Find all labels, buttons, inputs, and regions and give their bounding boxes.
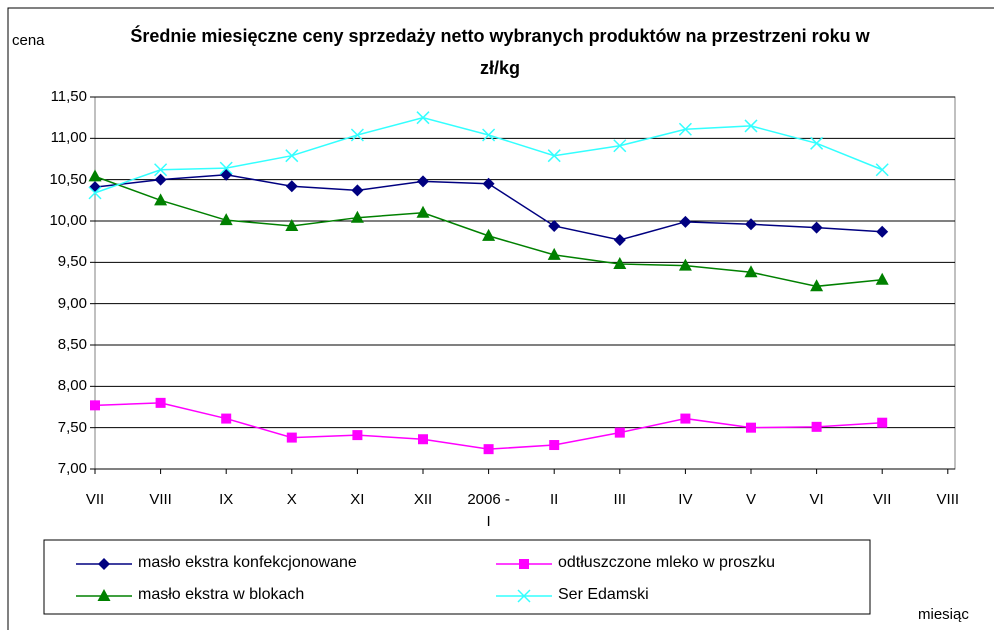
data-point [613,256,627,269]
data-point [482,177,495,190]
data-point [154,163,168,177]
plot-area [94,96,956,470]
y-tick-label: 10,50 [49,170,87,188]
data-point [417,175,429,188]
data-point [155,397,166,408]
x-axis-label: miesiąc [918,606,969,623]
data-point [744,119,758,133]
chart-title: Średnie miesięczne ceny sprzedaży netto … [130,26,870,78]
data-point [679,215,692,228]
x-tick-label: III [613,491,627,508]
y-tick-label: 8,50 [57,336,87,353]
data-point [88,169,102,182]
data-point [482,228,496,241]
data-point [351,184,364,197]
x-tick-label: VII [873,491,892,508]
data-point [352,430,363,441]
x-tick-label: VI [809,491,824,508]
data-point [678,122,692,136]
data-point [219,161,233,175]
y-tick-label: 7,50 [57,418,87,436]
legend-marker [98,558,110,570]
data-point [285,149,299,163]
data-point [483,444,494,455]
data-point [548,219,561,232]
data-point [350,210,364,223]
data-point [547,149,561,163]
data-point [745,218,757,231]
legend-label: odtłuszczone mleko w proszku [558,554,775,571]
data-point [154,193,168,206]
series-line [94,402,883,450]
data-point [746,422,756,433]
x-tick-label: II [550,491,559,508]
y-tick-label: 10,00 [49,212,87,229]
y-axis-label: cena [12,32,45,49]
legend-marker [97,589,111,601]
x-tick-label: VIII [936,491,960,508]
x-tick-label: X [286,491,297,508]
data-point [680,413,691,424]
data-point [876,225,889,238]
data-point [90,400,100,411]
data-point [285,180,298,193]
data-point [547,247,561,260]
data-point [219,213,233,226]
data-point [418,434,428,445]
y-tick-label: 11,00 [50,129,87,147]
data-point [744,265,758,278]
data-point [285,218,299,231]
legend-box [43,539,871,615]
y-tick-label: 8,00 [57,377,87,395]
legend-label: masło ekstra w blokach [138,586,305,603]
data-point [613,139,627,153]
x-tick-label: XII [413,491,433,508]
x-tick-label: IX [219,491,234,508]
data-point [875,272,889,285]
data-point [88,186,102,200]
x-tick-label: VIII [149,491,172,508]
data-point [154,173,167,186]
x-tick-label: V [745,491,756,508]
data-point [221,413,232,424]
x-tick-label: IV [678,491,693,508]
data-point [810,136,824,150]
x-tick-label: VII [85,491,105,508]
y-tick-label: 9,50 [57,253,87,271]
data-point [613,234,626,247]
data-point [810,221,823,234]
data-point [810,279,824,292]
data-point [286,432,297,443]
data-point [220,168,233,181]
y-tick-label: 11,50 [50,88,87,105]
legend-marker [519,559,529,569]
frame [7,7,994,630]
data-point [549,440,560,451]
data-point [614,427,625,438]
x-tick-label: XI [350,491,365,508]
y-tick-label: 9,00 [57,294,87,312]
data-point [416,205,430,218]
x-tick-label: 2006 - I [467,491,510,530]
data-point [416,111,430,125]
data-point [482,128,496,142]
legend-marker [517,589,531,603]
data-point [877,417,888,428]
y-tick-label: 7,00 [57,460,87,477]
legend-label: masło ekstra konfekcjonowane [138,554,357,571]
data-point [678,258,692,271]
data-point [350,128,364,142]
data-point [875,163,889,177]
data-point [811,421,822,432]
legend-label: Ser Edamski [558,586,649,603]
